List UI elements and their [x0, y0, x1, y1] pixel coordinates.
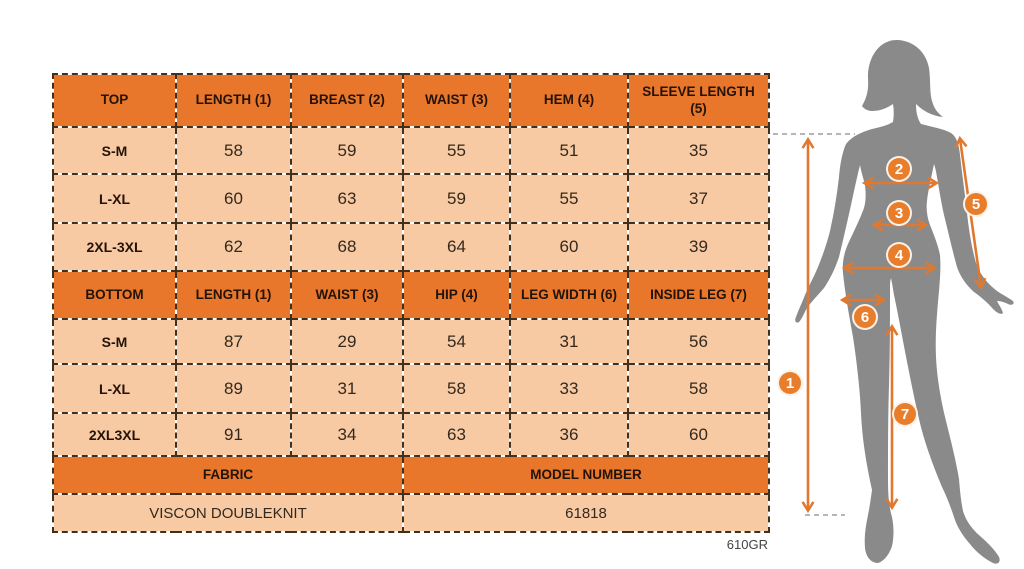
- value-cell: 60: [627, 412, 770, 457]
- value-cell: 60: [175, 173, 292, 224]
- value-cell: 37: [627, 173, 770, 224]
- marker-7-badge: 7: [892, 401, 918, 427]
- value-cell: 58: [627, 363, 770, 414]
- info-header-row: FABRIC MODEL NUMBER: [52, 455, 770, 495]
- header-cell: SLEEVE LENGTH (5): [627, 73, 770, 128]
- value-cell: 31: [290, 363, 404, 414]
- measurement-figure: [773, 39, 1014, 564]
- body-silhouette: [795, 39, 1014, 564]
- value-cell: 59: [402, 173, 511, 224]
- size-cell: 2XL3XL: [52, 412, 177, 457]
- marker-4-badge: 4: [886, 242, 912, 268]
- weight-note: 610GR: [726, 537, 768, 552]
- size-cell: S-M: [52, 318, 177, 365]
- marker-1-badge: 1: [777, 370, 803, 396]
- header-cell: HIP (4): [402, 270, 511, 320]
- value-cell: 62: [175, 222, 292, 272]
- table-row: S-M 87 29 54 31 56: [52, 318, 770, 365]
- fabric-header-cell: FABRIC: [52, 455, 404, 495]
- table-row: L-XL 60 63 59 55 37: [52, 173, 770, 224]
- value-cell: 56: [627, 318, 770, 365]
- value-cell: 60: [509, 222, 629, 272]
- value-cell: 68: [290, 222, 404, 272]
- model-number-header-cell: MODEL NUMBER: [402, 455, 770, 495]
- value-cell: 63: [402, 412, 511, 457]
- size-chart-table: TOP LENGTH (1) BREAST (2) WAIST (3) HEM …: [52, 73, 770, 533]
- value-cell: 64: [402, 222, 511, 272]
- marker-2-badge: 2: [886, 156, 912, 182]
- header-cell: LEG WIDTH (6): [509, 270, 629, 320]
- value-cell: 55: [402, 126, 511, 175]
- header-cell: BOTTOM: [52, 270, 177, 320]
- bottom-header-row: BOTTOM LENGTH (1) WAIST (3) HIP (4) LEG …: [52, 270, 770, 320]
- table-row: 2XL3XL 91 34 63 36 60: [52, 412, 770, 457]
- header-cell: LENGTH (1): [175, 73, 292, 128]
- size-cell: L-XL: [52, 363, 177, 414]
- value-cell: 58: [175, 126, 292, 175]
- value-cell: 54: [402, 318, 511, 365]
- header-cell: BREAST (2): [290, 73, 404, 128]
- value-cell: 91: [175, 412, 292, 457]
- header-cell: HEM (4): [509, 73, 629, 128]
- value-cell: 55: [509, 173, 629, 224]
- value-cell: 34: [290, 412, 404, 457]
- value-cell: 51: [509, 126, 629, 175]
- size-cell: 2XL-3XL: [52, 222, 177, 272]
- model-number-value-cell: 61818: [402, 493, 770, 533]
- marker-3-badge: 3: [886, 200, 912, 226]
- value-cell: 36: [509, 412, 629, 457]
- value-cell: 59: [290, 126, 404, 175]
- value-cell: 33: [509, 363, 629, 414]
- value-cell: 35: [627, 126, 770, 175]
- header-cell: LENGTH (1): [175, 270, 292, 320]
- header-cell: TOP: [52, 73, 177, 128]
- value-cell: 39: [627, 222, 770, 272]
- marker-6-badge: 6: [852, 304, 878, 330]
- header-cell: WAIST (3): [402, 73, 511, 128]
- table-row: L-XL 89 31 58 33 58: [52, 363, 770, 414]
- value-cell: 29: [290, 318, 404, 365]
- value-cell: 58: [402, 363, 511, 414]
- header-cell: INSIDE LEG (7): [627, 270, 770, 320]
- header-cell: WAIST (3): [290, 270, 404, 320]
- table-row: 2XL-3XL 62 68 64 60 39: [52, 222, 770, 272]
- value-cell: 31: [509, 318, 629, 365]
- info-value-row: VISCON DOUBLEKNIT 61818: [52, 493, 770, 533]
- size-cell: L-XL: [52, 173, 177, 224]
- table-row: S-M 58 59 55 51 35: [52, 126, 770, 175]
- value-cell: 87: [175, 318, 292, 365]
- value-cell: 63: [290, 173, 404, 224]
- size-cell: S-M: [52, 126, 177, 175]
- top-header-row: TOP LENGTH (1) BREAST (2) WAIST (3) HEM …: [52, 73, 770, 128]
- fabric-value-cell: VISCON DOUBLEKNIT: [52, 493, 404, 533]
- value-cell: 89: [175, 363, 292, 414]
- marker-5-badge: 5: [963, 191, 989, 217]
